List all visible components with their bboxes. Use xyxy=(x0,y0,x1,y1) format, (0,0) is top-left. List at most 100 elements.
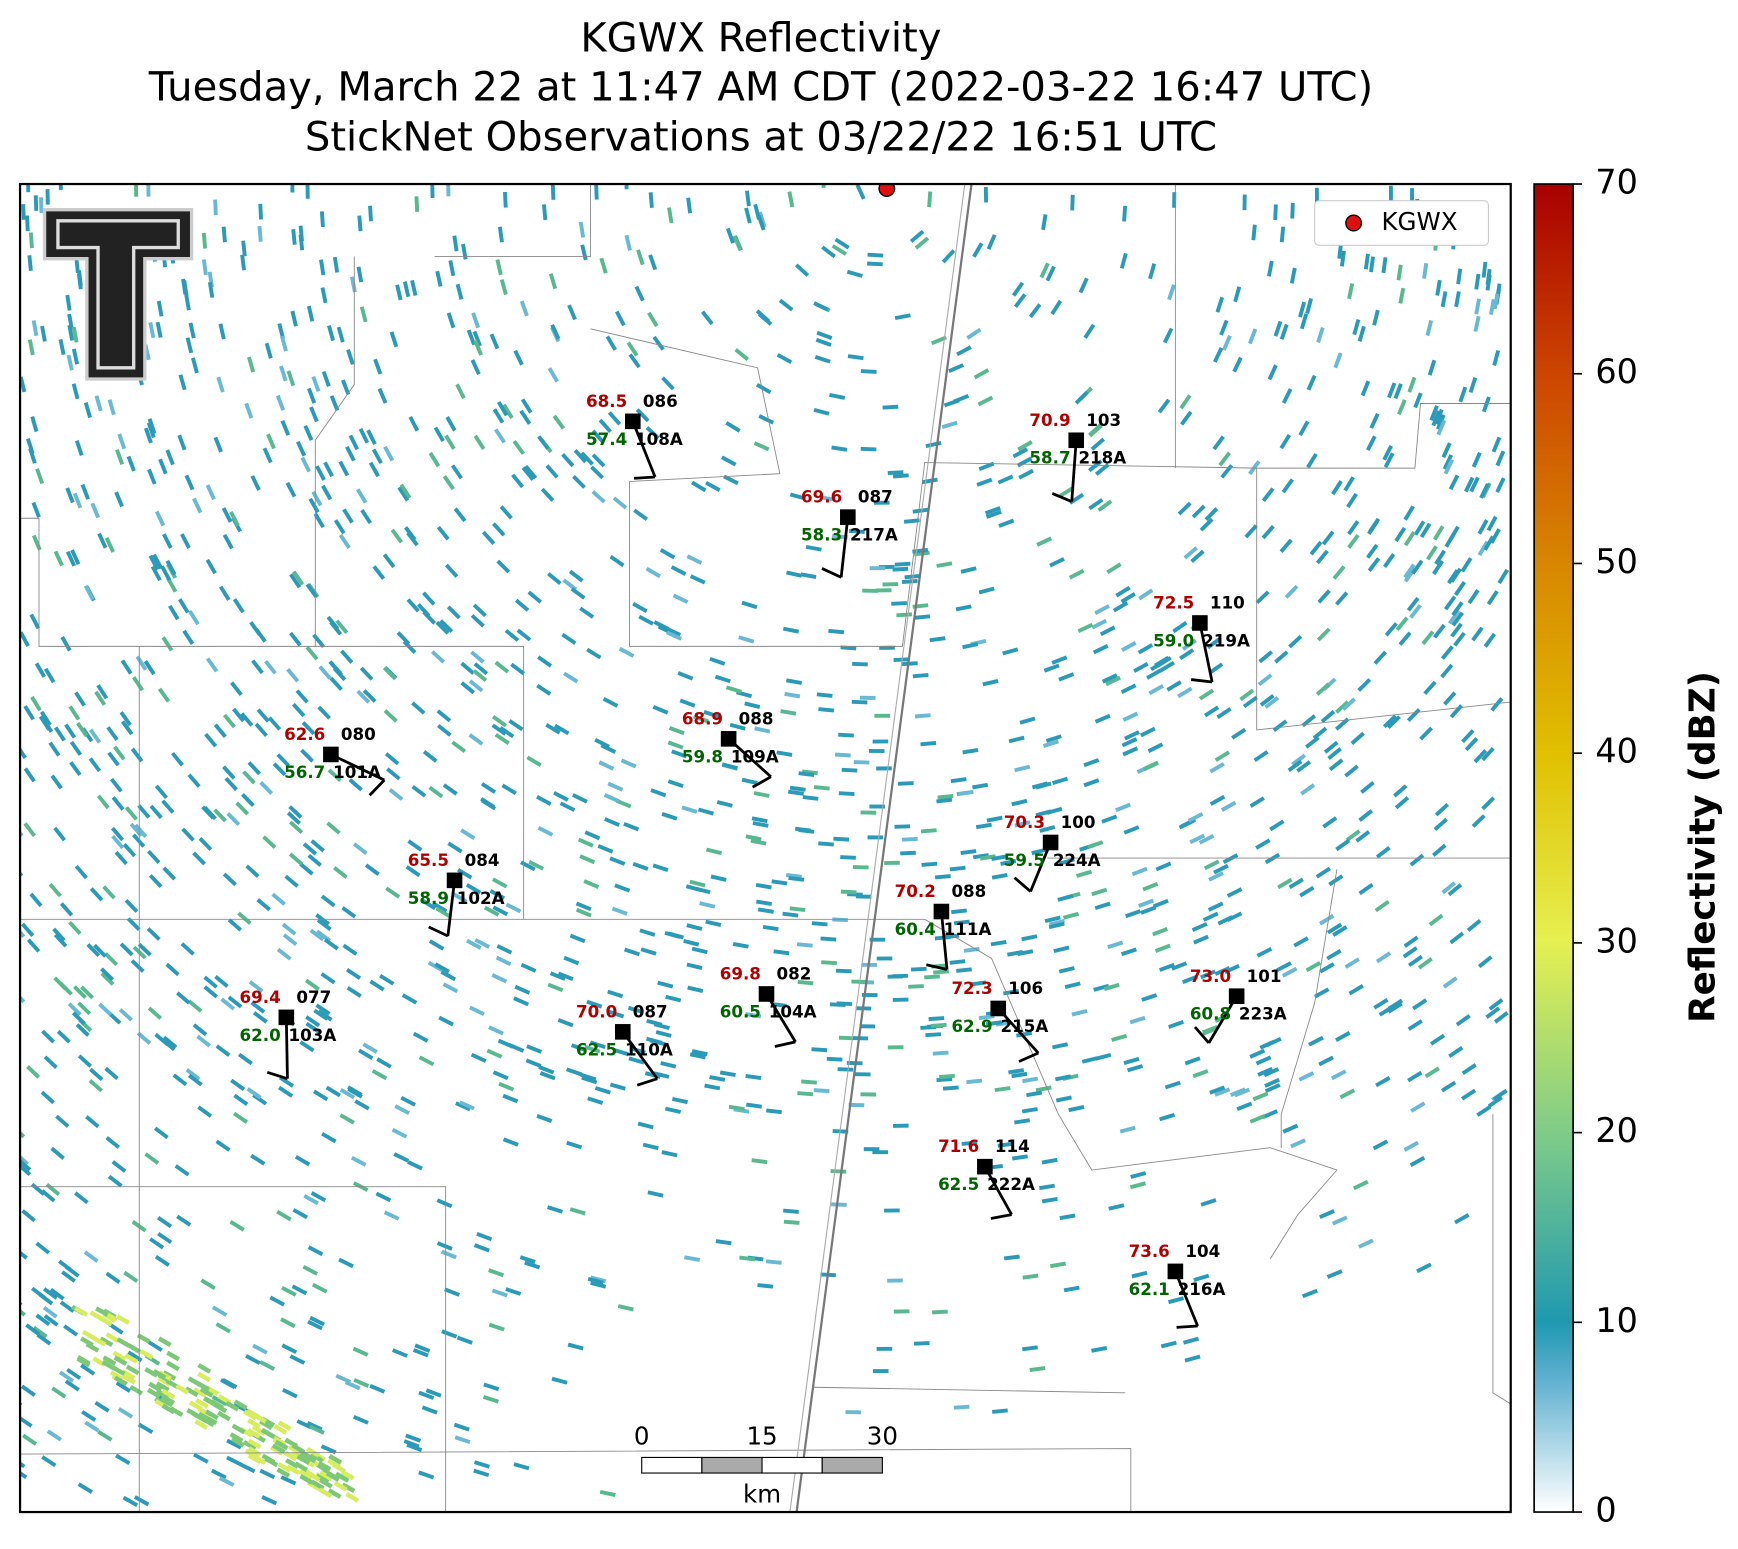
echo xyxy=(166,1360,180,1372)
echo xyxy=(369,1383,386,1394)
echo xyxy=(516,628,532,642)
echo xyxy=(256,898,271,912)
echo xyxy=(83,584,95,601)
echo xyxy=(589,1040,606,1050)
scale-segment xyxy=(701,1456,763,1474)
echo xyxy=(39,710,52,726)
echo xyxy=(1273,320,1283,337)
echo xyxy=(291,702,306,718)
echo xyxy=(1159,962,1175,972)
echo xyxy=(1094,463,1110,476)
echo xyxy=(494,660,510,674)
echo xyxy=(741,600,758,610)
echo xyxy=(435,270,443,287)
echo xyxy=(913,1341,930,1346)
echo xyxy=(309,1315,326,1327)
echo xyxy=(147,468,157,485)
echo xyxy=(67,313,74,330)
echo xyxy=(1007,950,1024,957)
echo xyxy=(64,723,77,739)
echo xyxy=(1008,735,1025,744)
echo xyxy=(1159,660,1175,673)
echo xyxy=(1142,882,1159,892)
echo xyxy=(1249,1114,1266,1124)
echo xyxy=(48,741,61,757)
echo xyxy=(1346,492,1358,509)
station-id: 102A xyxy=(457,888,505,908)
echo xyxy=(1068,568,1085,580)
echo xyxy=(249,621,262,637)
echo xyxy=(420,898,437,911)
echo xyxy=(830,1202,847,1207)
echo xyxy=(776,750,793,757)
echo xyxy=(868,749,885,753)
echo xyxy=(1298,1071,1315,1082)
echo xyxy=(76,722,89,738)
station-id: 108A xyxy=(635,429,683,449)
echo xyxy=(572,475,586,489)
echo xyxy=(358,427,370,444)
echo xyxy=(453,507,467,523)
echo xyxy=(122,1495,139,1507)
echo xyxy=(257,225,263,242)
echo xyxy=(105,1136,121,1149)
echo xyxy=(1255,590,1270,605)
echo xyxy=(43,1314,59,1327)
echo xyxy=(1105,675,1121,687)
echo xyxy=(591,490,606,504)
station-marker xyxy=(758,986,775,1002)
echo xyxy=(1447,569,1459,585)
dewpoint: 62.5 xyxy=(938,1174,979,1194)
echo xyxy=(1045,265,1056,282)
pressure: 087 xyxy=(858,487,893,507)
echo xyxy=(537,826,554,837)
echo xyxy=(1051,655,1068,665)
echo xyxy=(466,938,482,950)
echo xyxy=(245,1354,261,1365)
echo xyxy=(53,550,64,567)
echo xyxy=(311,1282,328,1294)
echo xyxy=(519,1255,536,1264)
echo xyxy=(193,1452,209,1464)
echo xyxy=(280,1317,296,1329)
dewpoint: 62.0 xyxy=(240,1025,281,1045)
echo xyxy=(1064,981,1081,989)
echo xyxy=(21,204,26,220)
echo xyxy=(1497,568,1509,585)
echo xyxy=(755,309,771,323)
echo xyxy=(1455,1014,1471,1027)
echo xyxy=(148,1381,163,1393)
echo xyxy=(358,1048,374,1060)
colorbar-tick-label: 10 xyxy=(1595,1301,1638,1340)
echo xyxy=(1367,519,1380,535)
echo xyxy=(339,1087,356,1100)
echo xyxy=(882,582,899,587)
echo xyxy=(1208,662,1224,675)
echo xyxy=(789,906,806,913)
echo xyxy=(178,598,190,614)
echo xyxy=(1281,478,1294,494)
echo xyxy=(962,642,979,650)
echo xyxy=(1448,1046,1464,1058)
echo xyxy=(1088,498,1104,511)
echo xyxy=(757,907,774,914)
echo xyxy=(1183,546,1198,560)
echo xyxy=(348,778,363,792)
echo xyxy=(638,614,654,626)
echo xyxy=(1008,1068,1025,1075)
echo xyxy=(1054,1074,1072,1082)
echo xyxy=(473,434,486,450)
echo xyxy=(612,496,628,510)
echo xyxy=(1094,901,1111,911)
echo xyxy=(1083,778,1100,788)
echo xyxy=(226,812,241,827)
echo xyxy=(73,985,87,1000)
echo xyxy=(624,184,629,190)
echo xyxy=(259,1360,276,1371)
echo xyxy=(1350,731,1365,745)
wind-barb-flag xyxy=(428,925,449,938)
echo xyxy=(1192,1069,1209,1079)
echo xyxy=(1468,377,1478,394)
echo xyxy=(456,1335,473,1345)
echo xyxy=(197,1363,212,1374)
